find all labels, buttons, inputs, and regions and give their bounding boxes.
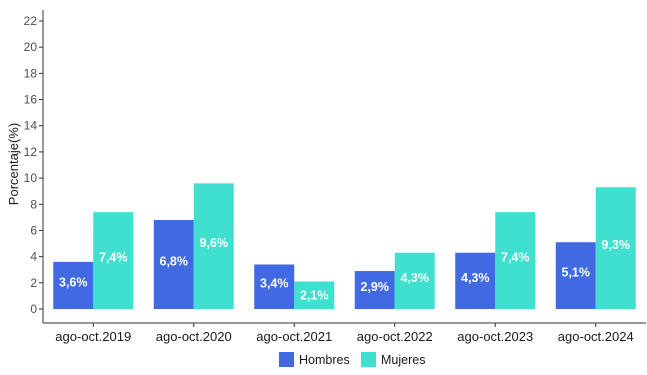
bar-mujeres bbox=[93, 212, 134, 309]
y-tick-label: 4 bbox=[30, 250, 37, 264]
x-tick-label: ago-oct.2024 bbox=[558, 329, 634, 344]
legend-label: Mujeres bbox=[381, 353, 425, 367]
bar-data-label: 2,1% bbox=[300, 289, 329, 303]
bar-hombres bbox=[455, 252, 496, 309]
y-tick-label: 6 bbox=[30, 223, 37, 237]
bar-mujeres bbox=[193, 183, 234, 309]
legend-swatch-hombres bbox=[279, 352, 294, 367]
bar-data-label: 4,3% bbox=[401, 271, 430, 285]
bar-data-label: 5,1% bbox=[562, 266, 591, 280]
bar-data-label: 6,8% bbox=[160, 254, 189, 268]
bar-hombres bbox=[555, 242, 596, 309]
bar-data-label: 7,4% bbox=[99, 251, 128, 265]
x-tick-label: ago-oct.2023 bbox=[457, 329, 533, 344]
bar-data-label: 2,9% bbox=[361, 280, 390, 294]
bar-data-label: 3,4% bbox=[260, 277, 289, 291]
bar-mujeres bbox=[495, 212, 536, 309]
x-axis: ago-oct.2019 ago-oct.2020 ago-oct.2021 ago-… bbox=[43, 322, 646, 344]
bar-mujeres bbox=[595, 187, 636, 309]
y-tick-label: 22 bbox=[24, 14, 38, 28]
bar-data-label: 9,3% bbox=[602, 238, 631, 252]
bar-data-label: 3,6% bbox=[59, 275, 88, 289]
bar-mujeres bbox=[394, 252, 435, 309]
y-tick-label: 18 bbox=[24, 66, 38, 80]
bar-labels: 3,6% 7,4% 6,8% 9,6% 3,4% 2,1% 2,9% 4,3% 4,3% 7,4%… bbox=[59, 236, 630, 302]
x-tick-label: ago-oct.2020 bbox=[156, 329, 232, 344]
legend-label: Hombres bbox=[299, 353, 350, 367]
y-tick-label: 2 bbox=[30, 276, 37, 290]
y-tick-label: 16 bbox=[24, 93, 38, 107]
x-tick-label: ago-oct.2021 bbox=[256, 329, 332, 344]
bars bbox=[53, 183, 636, 309]
bar-data-label: 7,4% bbox=[501, 251, 530, 265]
bar-data-label: 4,3% bbox=[461, 271, 490, 285]
legend: Hombres Mujeres bbox=[279, 352, 425, 367]
bar-hombres bbox=[254, 264, 295, 309]
x-tick-label: ago-oct.2019 bbox=[55, 329, 131, 344]
y-axis-title: Porcentaje(%) bbox=[6, 123, 21, 205]
legend-swatch-mujeres bbox=[361, 352, 376, 367]
bar-hombres bbox=[354, 271, 395, 309]
bar-mujeres bbox=[294, 281, 335, 309]
bar-data-label: 9,6% bbox=[200, 236, 229, 250]
x-tick-label: ago-oct.2022 bbox=[357, 329, 433, 344]
y-tick-label: 10 bbox=[24, 171, 38, 185]
bar-hombres bbox=[153, 219, 194, 309]
y-tick-label: 20 bbox=[24, 40, 38, 54]
y-tick-label: 0 bbox=[30, 302, 37, 316]
y-tick-label: 8 bbox=[30, 197, 37, 211]
bar-hombres bbox=[53, 261, 94, 309]
y-tick-label: 12 bbox=[24, 145, 38, 159]
y-axis: 0 2 4 6 8 10 12 14 16 18 20 22 bbox=[24, 10, 44, 323]
y-tick-label: 14 bbox=[24, 119, 38, 133]
